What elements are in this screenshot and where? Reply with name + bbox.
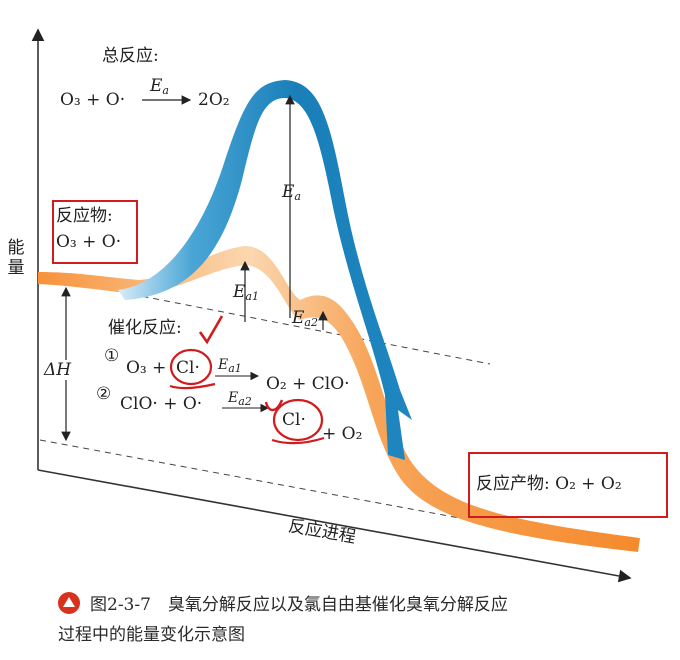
product-dash <box>39 439 471 521</box>
step1-ea1-label: Ea1 <box>218 357 242 375</box>
figure-caption: 图2-3-7 臭氧分解反应以及氯自由基催化臭氧分解反应 过程中的能量变化示意图 <box>58 590 658 650</box>
catalysis-title: 催化反应: <box>108 318 182 338</box>
cl-circle-2 <box>272 398 324 442</box>
ea-label: Ea <box>282 182 301 203</box>
step2-number: ② <box>96 384 112 404</box>
cl-underline-1 <box>169 382 216 390</box>
check-mark-1 <box>198 315 224 345</box>
reactant-dash <box>109 289 491 365</box>
y-axis-label: 能量 <box>7 238 25 278</box>
overall-eq-right: 2O₂ <box>198 90 230 110</box>
step2-left: ClO· + O· <box>120 394 203 414</box>
check-mark-2 <box>264 399 284 412</box>
overall-eq-left: O₃ + O· <box>60 90 126 110</box>
step1-number: ① <box>104 346 120 366</box>
uncatalysed-path-band <box>118 80 412 460</box>
product-box <box>468 452 668 518</box>
step2-cl: Cl· <box>282 410 306 430</box>
step1-left: O₃ + <box>126 358 167 378</box>
step2-ea2-label: Ea2 <box>228 390 252 408</box>
step1-right: O₂ + ClO· <box>266 374 350 394</box>
product-label: 反应产物: O₂ + O₂ <box>476 474 622 494</box>
x-axis <box>37 469 632 583</box>
caption-line-2: 过程中的能量变化示意图 <box>58 625 245 645</box>
catalysed-path-band <box>38 246 640 552</box>
step1-cl: Cl· <box>176 358 200 378</box>
step2-right: + O₂ <box>322 424 363 444</box>
reactant-box <box>52 200 138 264</box>
caption-line-1-text: 图2-3-7 臭氧分解反应以及氯自由基催化臭氧分解反应 <box>90 595 508 615</box>
cl-circle-1 <box>169 348 213 386</box>
cl-underline-2 <box>271 436 325 445</box>
reactant-label: 反应物: <box>56 206 113 226</box>
overall-title: 总反应: <box>102 46 159 66</box>
caption-line-1: 图2-3-7 臭氧分解反应以及氯自由基催化臭氧分解反应 <box>58 590 658 620</box>
ea1-label: Ea1 <box>233 282 259 303</box>
ea2-label: Ea2 <box>292 308 318 329</box>
overall-ea-label: Ea <box>150 76 169 97</box>
triangle-badge-icon <box>58 592 80 614</box>
delta-h-label: ΔH <box>44 360 72 380</box>
reactant-formula: O₃ + O· <box>56 232 122 252</box>
